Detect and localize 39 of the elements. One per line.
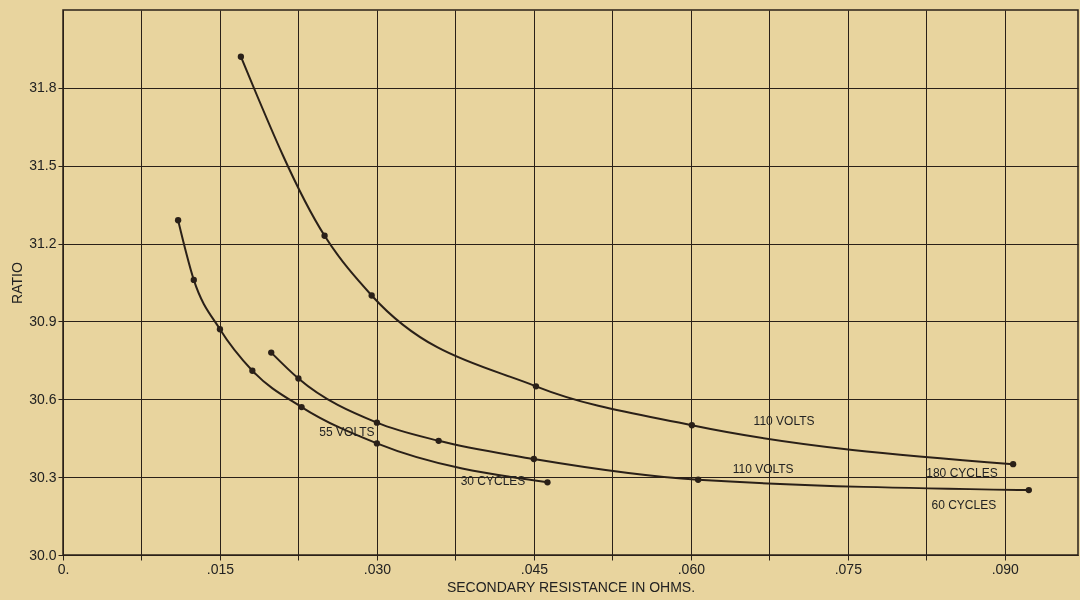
- point: [368, 292, 375, 299]
- x-axis-title: SECONDARY RESISTANCE IN OHMS.: [446, 578, 696, 595]
- x-tick-label: .075: [834, 560, 863, 577]
- y-axis-title: RATIO: [9, 262, 26, 304]
- point: [174, 217, 182, 224]
- point: [1009, 461, 1017, 468]
- point: [321, 232, 328, 239]
- point: [190, 276, 197, 284]
- point: [373, 440, 381, 447]
- point: [544, 479, 551, 486]
- point: [249, 367, 256, 374]
- point: [373, 419, 381, 426]
- x-tick-label: .015: [206, 560, 235, 577]
- point: [435, 437, 442, 444]
- y-tick-label: 30.9: [29, 312, 57, 329]
- y-tick-label: 30.3: [29, 468, 57, 485]
- point: [216, 326, 224, 333]
- point: [237, 53, 245, 60]
- point: [688, 422, 696, 429]
- annotation: 60 CYCLES: [931, 497, 997, 512]
- y-tick-label: 30.6: [29, 390, 57, 407]
- x-tick-label: .090: [991, 560, 1020, 577]
- point: [295, 375, 302, 382]
- point: [298, 403, 305, 411]
- point: [695, 476, 702, 483]
- y-tick-label: 31.5: [29, 157, 57, 174]
- point: [530, 455, 538, 463]
- x-tick-label: 0.: [57, 560, 70, 577]
- x-tick-label: .045: [520, 560, 549, 577]
- annotation: 180 CYCLES: [926, 466, 998, 481]
- x-tick-label: .060: [677, 560, 706, 577]
- annotation: 30 CYCLES: [460, 474, 526, 489]
- y-tick-label: 30.0: [29, 546, 57, 563]
- point: [268, 349, 275, 356]
- x-tick-label: .030: [363, 560, 392, 577]
- y-tick-label: 31.8: [29, 79, 57, 96]
- point: [532, 383, 540, 390]
- point: [1025, 486, 1032, 494]
- y-tick-label: 31.2: [29, 235, 57, 252]
